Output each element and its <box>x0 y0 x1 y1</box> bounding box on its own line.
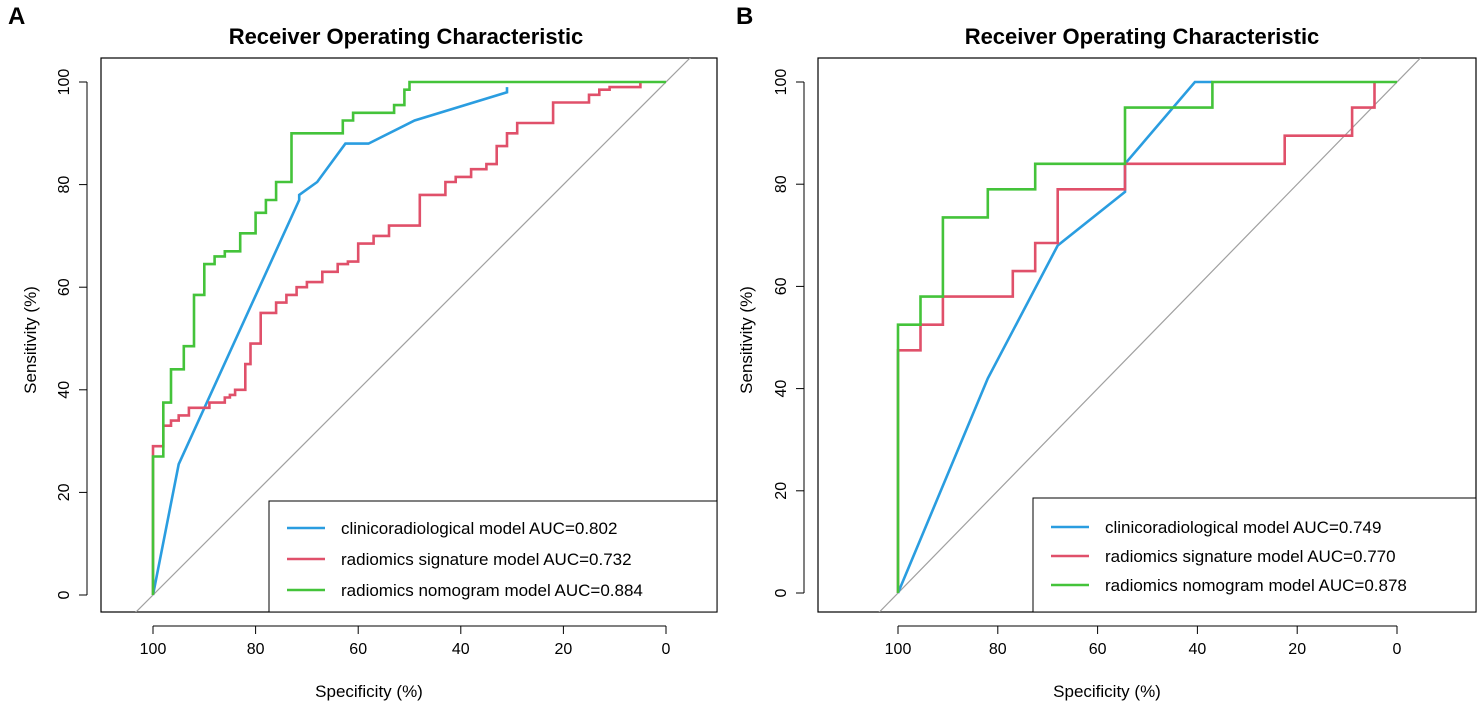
y-tick-label: 100 <box>773 69 790 96</box>
roc-curve-series-2 <box>896 82 1376 593</box>
x-tick-label: 40 <box>452 641 470 658</box>
legend-entry: radiomics nomogram model AUC=0.884 <box>341 581 643 600</box>
x-tick-label: 100 <box>140 641 167 658</box>
legend-box <box>268 500 718 613</box>
y-tick-label: 60 <box>773 277 790 295</box>
reference-diagonal <box>135 58 691 612</box>
x-tick-label: 60 <box>349 641 367 658</box>
y-tick-label: 40 <box>56 381 73 399</box>
y-tick-label: 20 <box>56 483 73 501</box>
chart-title: Receiver Operating Characteristic <box>229 24 584 49</box>
x-tick-label: 80 <box>247 641 265 658</box>
roc-curve-series-1 <box>896 80 1213 594</box>
x-tick-label: 20 <box>555 641 573 658</box>
panel-label: B <box>736 3 753 30</box>
x-tick-label: 60 <box>1089 641 1107 658</box>
x-tick-label: 40 <box>1189 641 1207 658</box>
roc-curve-series-3 <box>151 80 666 595</box>
y-tick-label: 100 <box>56 69 73 96</box>
y-axis-label: Sensitivity (%) <box>21 286 40 394</box>
panel-a: A Receiver Operating Characteristic 0 20 40 6… <box>8 3 718 701</box>
panel-b: B Receiver Operating Characteristic 0 20 40 6… <box>736 3 1477 701</box>
x-tick-label: 0 <box>662 641 671 658</box>
panel-label: A <box>8 3 25 30</box>
x-axis-label: Specificity (%) <box>315 682 423 701</box>
y-tick-label: 0 <box>56 590 73 599</box>
data-layer <box>135 58 691 612</box>
legend-entry: clinicoradiological model AUC=0.749 <box>1105 518 1381 537</box>
roc-curve-series-1 <box>151 87 509 596</box>
y-tick-label: 80 <box>773 175 790 193</box>
legend-entry: radiomics nomogram model AUC=0.878 <box>1105 576 1407 595</box>
y-tick-label: 60 <box>56 278 73 296</box>
x-tick-label: 20 <box>1288 641 1306 658</box>
reference-diagonal <box>878 58 1422 612</box>
y-axis-label: Sensitivity (%) <box>737 286 756 394</box>
x-tick-label: 80 <box>989 641 1007 658</box>
y-tick-label: 40 <box>773 380 790 398</box>
y-tick-label: 80 <box>56 176 73 194</box>
data-layer <box>878 58 1422 612</box>
x-tick-label: 0 <box>1393 641 1402 658</box>
x-axis-label: Specificity (%) <box>1053 682 1161 701</box>
y-tick-label: 20 <box>773 482 790 500</box>
roc-curve-series-2 <box>151 82 642 595</box>
legend-entry: radiomics signature model AUC=0.732 <box>341 550 632 569</box>
legend-box <box>1032 497 1477 613</box>
legend-entry: clinicoradiological model AUC=0.802 <box>341 519 617 538</box>
roc-curve-series-3 <box>896 80 1397 593</box>
x-tick-label: 100 <box>885 641 912 658</box>
chart-title: Receiver Operating Characteristic <box>965 24 1320 49</box>
y-tick-label: 0 <box>773 588 790 597</box>
legend-entry: radiomics signature model AUC=0.770 <box>1105 547 1396 566</box>
